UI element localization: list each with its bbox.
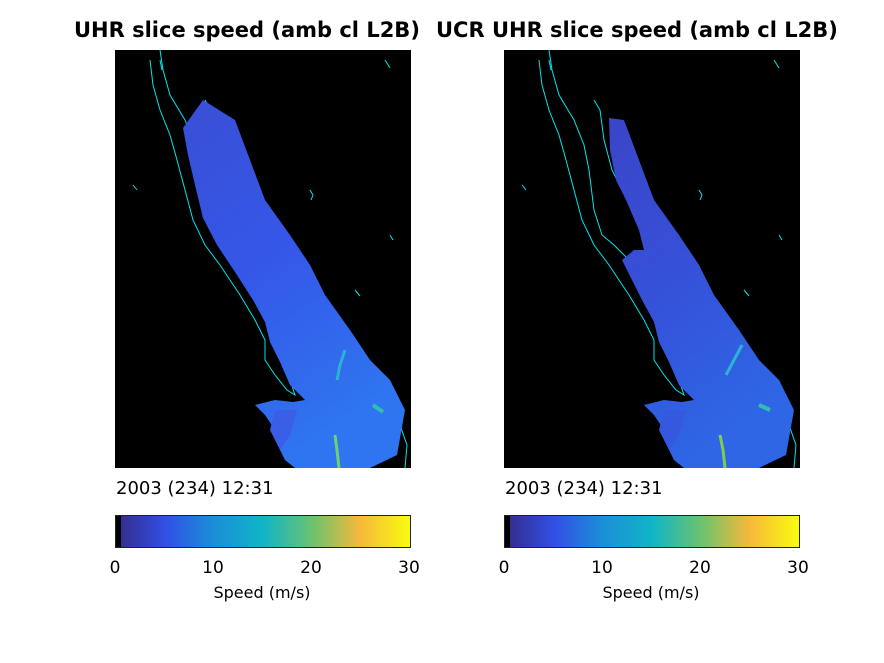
colorbar-tick-label: 10	[591, 558, 613, 578]
left-chart-title: UHR slice speed (amb cl L2B)	[74, 18, 420, 42]
wind-streak	[335, 349, 347, 381]
left-colorbar	[115, 515, 411, 548]
left-colorbar-gradient	[116, 516, 410, 547]
wind-streak	[724, 344, 744, 376]
right-timestamp: 2003 (234) 12:31	[505, 478, 663, 499]
colorbar-tick-label: 30	[398, 558, 420, 578]
colorbar-tick-label: 20	[300, 558, 322, 578]
speed-field	[270, 410, 297, 450]
right-colorbar-gradient	[505, 516, 799, 547]
left-map-svg	[132, 50, 408, 468]
wind-streak	[718, 434, 727, 468]
colorbar-tick-label: 30	[787, 558, 809, 578]
speed-field	[183, 100, 405, 468]
colorbar-tick-label: 20	[689, 558, 711, 578]
left-speed-map	[115, 50, 411, 468]
wind-streak	[758, 403, 771, 412]
colorbar-tick-label: 10	[202, 558, 224, 578]
speed-field	[659, 410, 686, 450]
wind-streak	[371, 403, 385, 414]
left-panel: UHR slice speed (amb cl L2B) 2003 (234) …	[0, 0, 420, 663]
coastline	[132, 59, 394, 297]
right-colorbar	[504, 515, 800, 548]
right-colorbar-label: Speed (m/s)	[602, 583, 700, 602]
colorbar-tick-label: 0	[498, 558, 510, 578]
right-map-svg	[521, 50, 797, 468]
wind-streak	[333, 434, 341, 468]
right-chart-title: UCR UHR slice speed (amb cl L2B)	[436, 18, 838, 42]
speed-field	[609, 118, 794, 468]
colorbar-tick-label: 0	[109, 558, 121, 578]
right-speed-map	[504, 50, 800, 468]
left-timestamp: 2003 (234) 12:31	[116, 478, 274, 499]
left-colorbar-label: Speed (m/s)	[213, 583, 311, 602]
coastline	[521, 59, 783, 297]
